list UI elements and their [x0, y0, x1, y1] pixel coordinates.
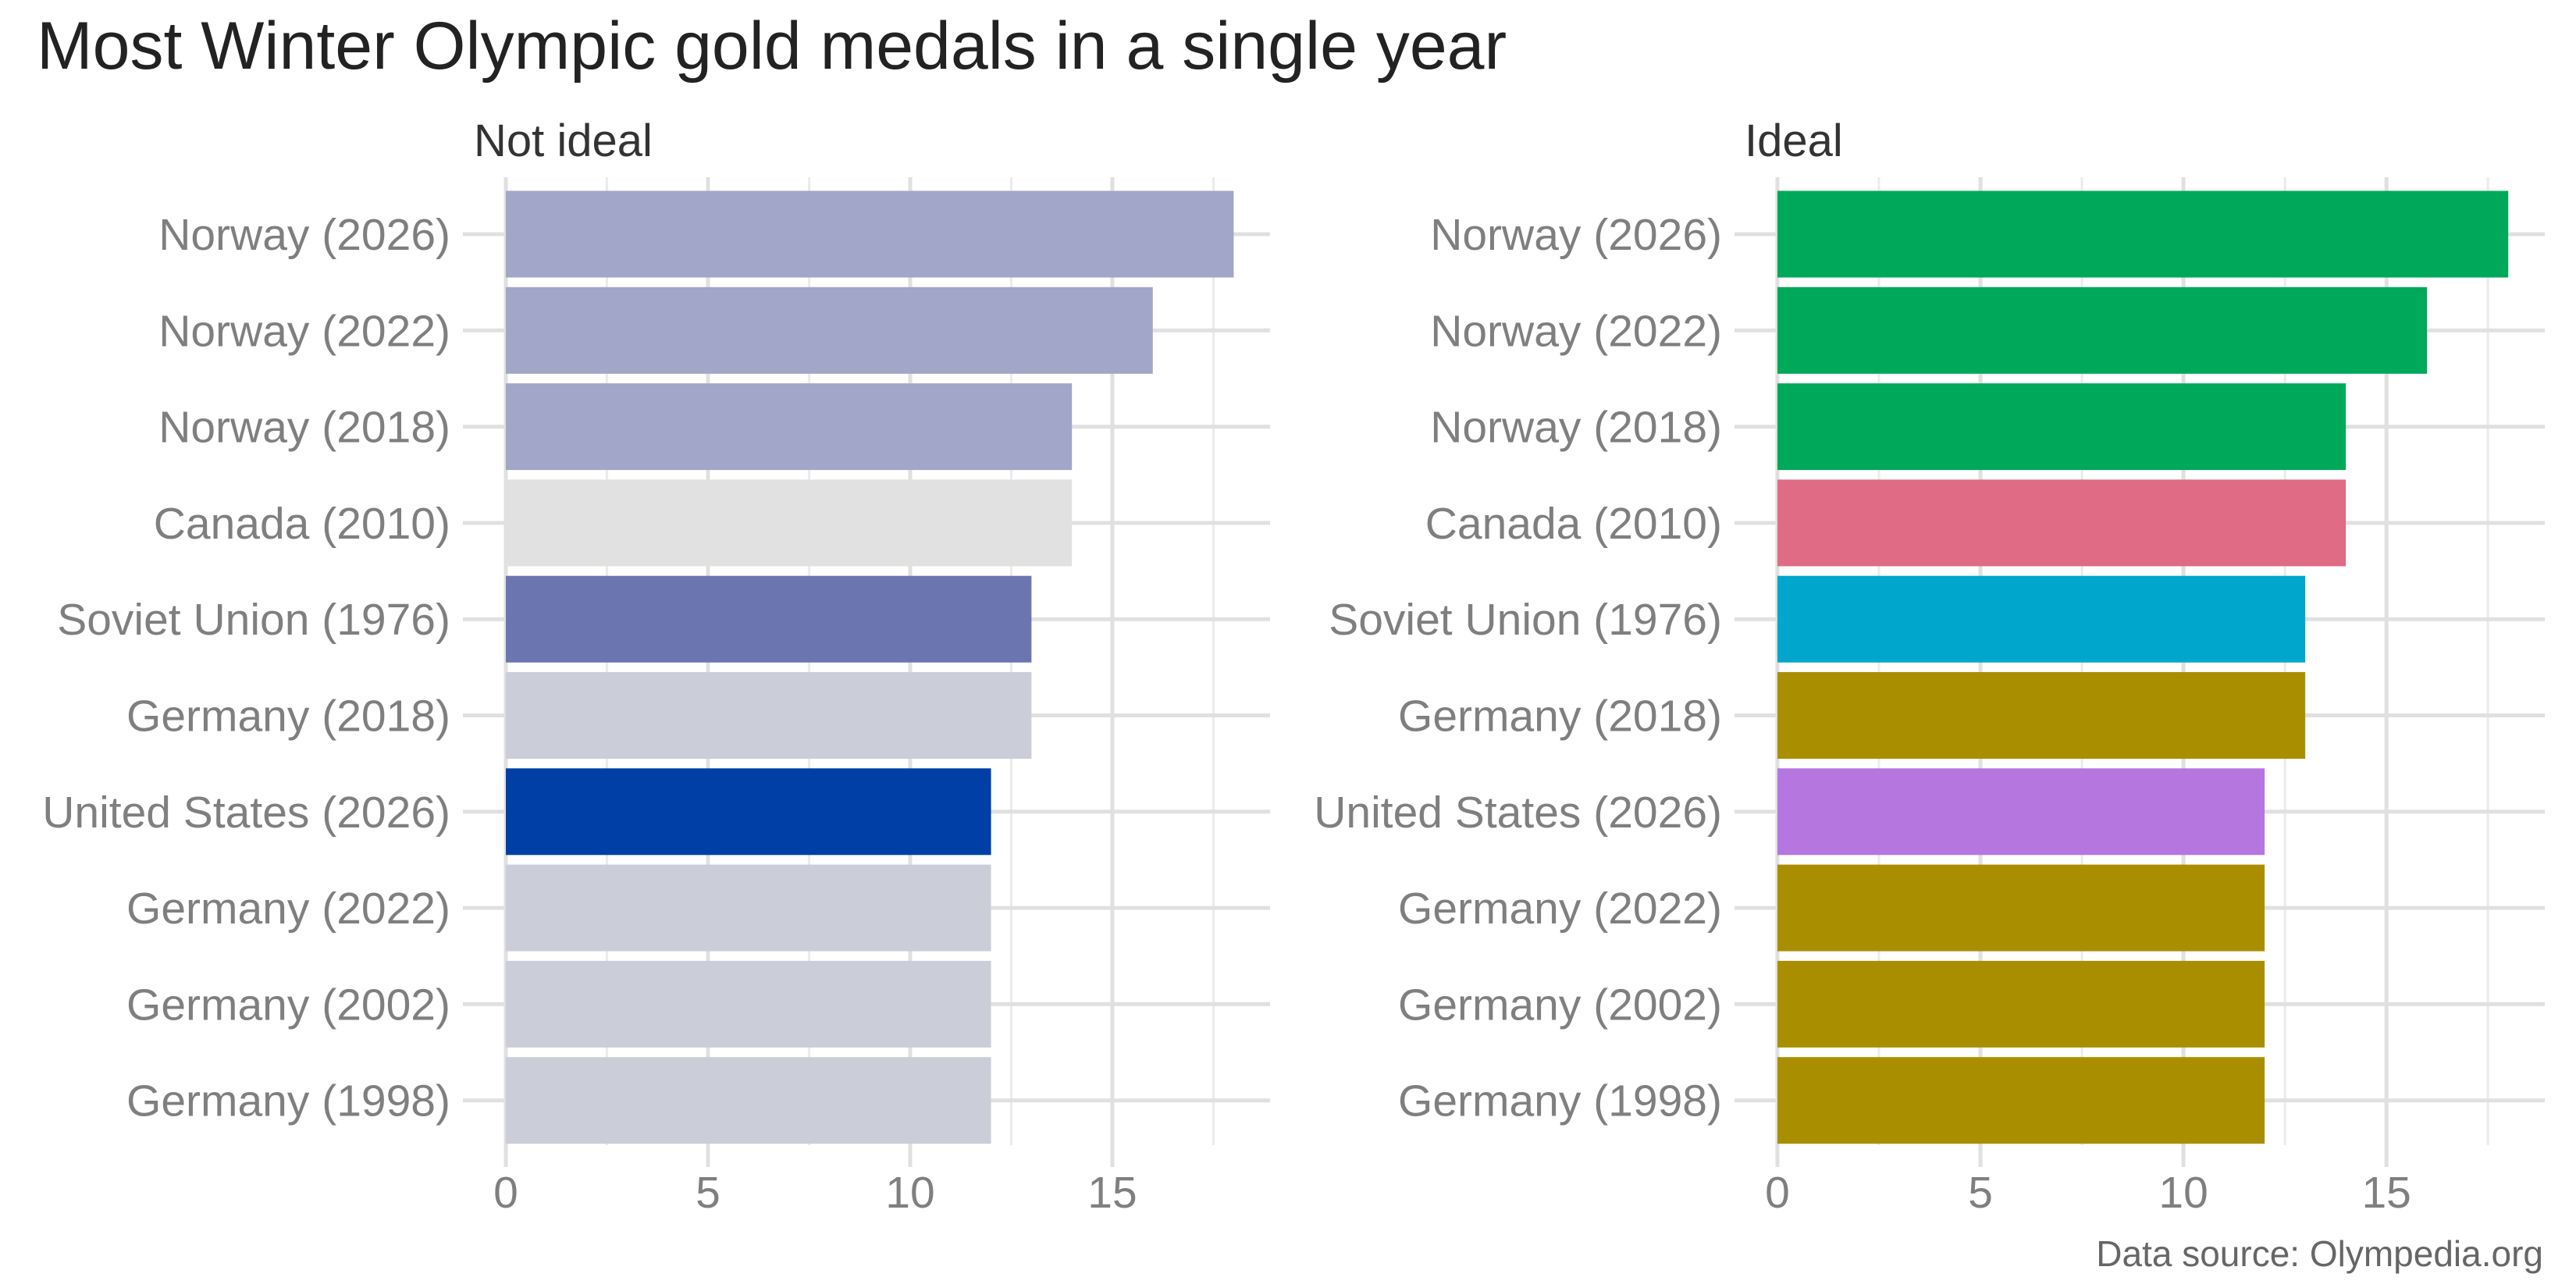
bar: [1777, 864, 2265, 952]
bar: [506, 1057, 991, 1144]
bar: [506, 190, 1234, 278]
panel-subtitle: Ideal: [1745, 116, 1843, 166]
bar: [1777, 286, 2428, 374]
bar: [506, 479, 1073, 567]
caption: Data source: Olympedia.org: [2096, 1233, 2543, 1274]
bar: [506, 960, 991, 1048]
x-tick-label: 0: [493, 1168, 518, 1218]
bar: [1777, 190, 2509, 278]
bar: [1777, 479, 2347, 567]
category-label: Germany (2022): [126, 884, 450, 934]
category-label: Germany (2018): [1398, 692, 1722, 742]
panel-not-ideal: Not ideal Norway (2026)Norway (2022)Norw…: [42, 116, 1270, 1218]
category-labels: Norway (2026) Norway (2022) Norway (2018) C…: [42, 210, 450, 1126]
category-label: Germany (2002): [126, 980, 450, 1030]
x-tick-label: 5: [1968, 1168, 1993, 1218]
category-label: Norway (2026): [1430, 210, 1722, 260]
bar: [1777, 1057, 2265, 1144]
bar: [1777, 383, 2347, 471]
bar: [506, 383, 1073, 471]
category-label: Canada (2010): [154, 499, 450, 549]
bars: [506, 190, 1234, 1144]
x-axis-tick-labels: 0 5 10 15: [1765, 1168, 2411, 1218]
panel-subtitle: Not ideal: [474, 116, 653, 166]
bar: [506, 575, 1032, 663]
category-label: Norway (2022): [158, 306, 450, 356]
category-label: United States (2026): [1314, 788, 1722, 838]
category-labels: Norway (2026) Norway (2022) Norway (2018) C…: [1314, 210, 1722, 1126]
x-tick-label: 10: [2158, 1168, 2208, 1218]
category-label: Germany (1998): [126, 1076, 450, 1126]
category-label: Norway (2018): [158, 403, 450, 453]
bar: [506, 672, 1032, 759]
category-label: Norway (2022): [1430, 306, 1722, 356]
category-label: Germany (2022): [1398, 884, 1722, 934]
bar: [1777, 768, 2265, 856]
category-label: Canada (2010): [1425, 499, 1722, 549]
bar: [1777, 672, 2306, 759]
category-label: Germany (2002): [1398, 980, 1722, 1030]
chart-title: Most Winter Olympic gold medals in a sin…: [37, 9, 1507, 84]
x-tick-label: 0: [1765, 1168, 1790, 1218]
category-label: Norway (2018): [1430, 403, 1722, 453]
bar: [506, 864, 991, 952]
panel-ideal: Ideal Norway (2026)Norway (2022)Norway (…: [1314, 116, 2545, 1218]
category-label: Germany (1998): [1398, 1076, 1722, 1126]
bar: [506, 768, 991, 856]
category-label: Germany (2018): [126, 692, 450, 742]
x-tick-label: 15: [1087, 1168, 1137, 1218]
category-label: Norway (2026): [158, 210, 450, 260]
bars: [1777, 190, 2509, 1144]
bar: [506, 286, 1153, 374]
bar: [1777, 960, 2265, 1048]
bar: [1777, 575, 2306, 663]
x-tick-label: 10: [885, 1168, 934, 1218]
x-axis-tick-labels: 0 5 10 15: [493, 1168, 1137, 1218]
x-tick-label: 15: [2361, 1168, 2411, 1218]
category-label: United States (2026): [42, 788, 450, 838]
category-label: Soviet Union (1976): [1329, 595, 1722, 645]
x-tick-label: 5: [696, 1168, 720, 1218]
category-label: Soviet Union (1976): [57, 595, 450, 645]
